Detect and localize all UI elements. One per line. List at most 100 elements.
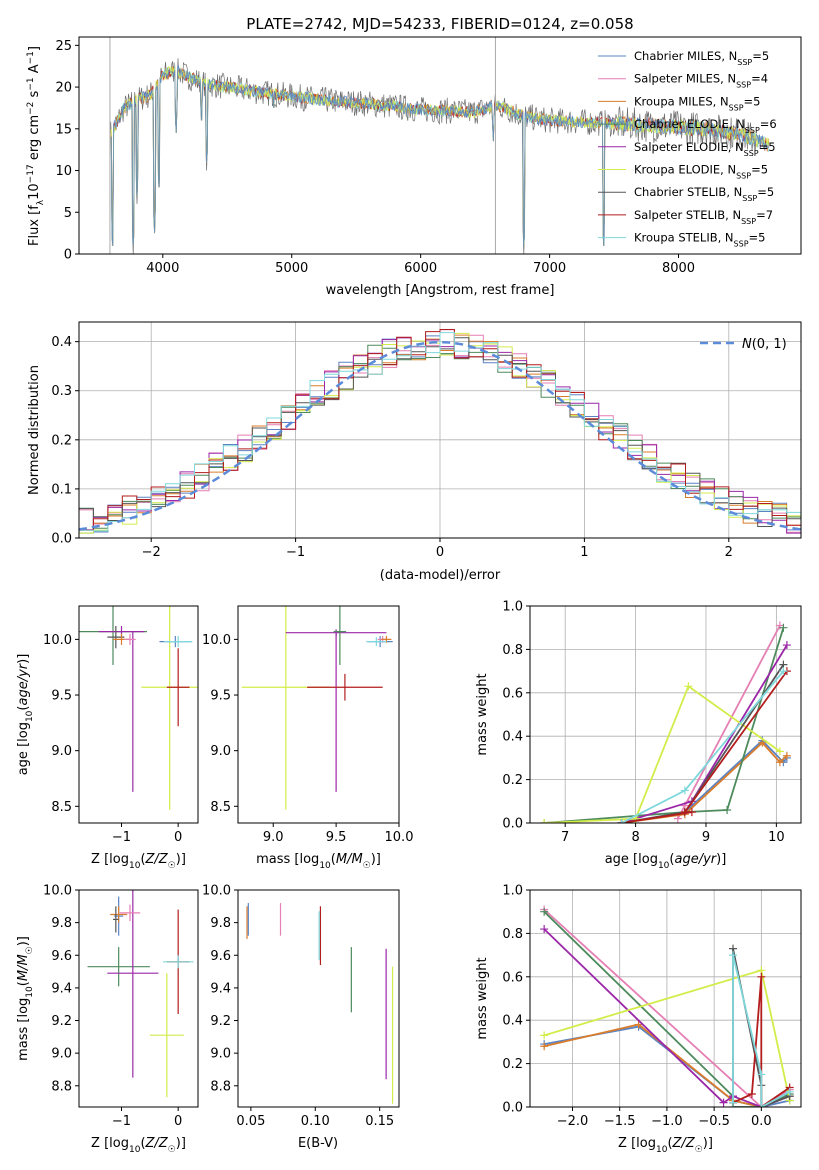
label-part: 10 bbox=[25, 986, 35, 998]
plot-area bbox=[87, 890, 194, 1098]
axis-ticks: −1 0 8.8 9.0 9.2 9.4 9.6 9.8 10.0 bbox=[43, 884, 182, 1130]
legend-count: =5 bbox=[759, 140, 776, 154]
y-tick-label: 9.0 bbox=[210, 744, 231, 759]
spectrum-panel: 4000 5000 6000 7000 8000 0 5 10 15 20 25 Chabrier M… bbox=[26, 36, 802, 298]
series-marker bbox=[680, 808, 689, 817]
axis-ticks: −2.0 −1.5 −1.0 −0.5 0.0 0.0 0.2 0.4 0.6 0.8 1.0 bbox=[502, 884, 771, 1130]
label-part: 10 bbox=[658, 861, 670, 871]
label-part: ☉ bbox=[695, 1145, 703, 1155]
label-part: age/yr bbox=[16, 662, 31, 705]
x-tick-label: −1 bbox=[112, 1114, 131, 1129]
axes-frame bbox=[78, 36, 802, 255]
label-part: Z [log bbox=[91, 852, 129, 867]
y-axis-label: mass weight bbox=[475, 673, 490, 755]
age-vs-metallicity-panel: −1 08.59.09.510.0Z [log10(Z/Z☉)]age [log1… bbox=[16, 605, 199, 871]
plot-area bbox=[79, 606, 198, 810]
legend-label: Chabrier MILES, NSSP=5 bbox=[634, 49, 769, 67]
legend-label: Salpeter MILES, NSSP=4 bbox=[634, 72, 768, 90]
series-marker bbox=[757, 1070, 766, 1079]
legend-count: =7 bbox=[756, 208, 773, 222]
x-axis-label: mass [log10(M/M☉)] bbox=[256, 852, 381, 871]
x-tick-label: 0 bbox=[174, 830, 182, 845]
y-tick-label: 8.5 bbox=[210, 800, 231, 815]
legend-label: Kroupa ELODIE, NSSP=5 bbox=[634, 163, 768, 181]
legend-subscript: SSP bbox=[745, 126, 760, 135]
plot-area bbox=[79, 322, 801, 538]
label-part: )] bbox=[16, 936, 31, 946]
label-part: A bbox=[27, 64, 42, 77]
y-tick-label: 9.6 bbox=[51, 949, 72, 964]
label-part: 10 bbox=[656, 1145, 668, 1155]
series-marker bbox=[540, 1042, 549, 1051]
label-part: 10 bbox=[129, 861, 141, 871]
y-tick-label: 10.0 bbox=[202, 633, 231, 648]
label-part: ( bbox=[669, 852, 674, 867]
legend-symbol: N bbox=[742, 337, 752, 352]
spectrum-line bbox=[110, 65, 770, 246]
x-tick-label: −1 bbox=[286, 545, 305, 560]
legend-count: =5 bbox=[751, 163, 768, 177]
axes-frame bbox=[529, 889, 802, 1108]
series-marker bbox=[782, 751, 791, 760]
axis-ticks: 4000 5000 6000 7000 8000 0 5 10 15 20 25 bbox=[55, 39, 695, 276]
label-part: ( bbox=[140, 1136, 145, 1151]
series-marker bbox=[617, 819, 626, 823]
label-part: age [log bbox=[16, 722, 31, 775]
plot-area bbox=[109, 37, 770, 254]
series-line bbox=[621, 670, 785, 823]
label-part: −2 bbox=[26, 102, 36, 115]
series-line bbox=[543, 908, 791, 1107]
series-marker bbox=[782, 641, 791, 650]
legend-label: Salpeter STELIB, NSSP=7 bbox=[634, 208, 773, 226]
label-part: ☉ bbox=[168, 1145, 176, 1155]
x-tick-label: −1.5 bbox=[604, 1114, 636, 1129]
axis-ticks: 0.05 0.10 0.15 8.8 9.0 9.2 9.4 9.6 9.8 10.0 bbox=[202, 884, 394, 1130]
y-tick-label: 0 bbox=[64, 248, 72, 263]
y-tick-label: 0.0 bbox=[502, 1101, 523, 1116]
x-tick-label: 1 bbox=[580, 545, 588, 560]
axes-frame bbox=[78, 889, 199, 1108]
x-tick-label: 6000 bbox=[404, 261, 437, 276]
y-tick-label: 0.4 bbox=[502, 1014, 523, 1029]
axes-frame bbox=[529, 605, 802, 824]
label-part: 10 bbox=[25, 710, 35, 722]
figure-title: PLATE=2742, MJD=54233, FIBERID=0124, z=0… bbox=[246, 15, 633, 33]
label-part: 10 bbox=[319, 861, 331, 871]
y-axis-label: Normed distribution bbox=[27, 365, 42, 495]
series-marker bbox=[719, 1098, 728, 1107]
y-tick-label: 8.5 bbox=[51, 800, 72, 815]
y-axis-label: mass weight bbox=[475, 957, 490, 1039]
x-tick-label: −0.5 bbox=[698, 1114, 730, 1129]
axes-frame bbox=[237, 605, 400, 824]
series-marker bbox=[540, 907, 549, 916]
x-tick-label: 0 bbox=[174, 1114, 182, 1129]
x-tick-label: −2 bbox=[142, 545, 161, 560]
spectrum-line bbox=[109, 58, 757, 254]
series-marker bbox=[540, 1031, 549, 1040]
legend-subscript: SSP bbox=[729, 103, 744, 112]
axis-ticks: 7 8 9 10 0.0 0.2 0.4 0.6 0.8 1.0 bbox=[502, 600, 784, 846]
y-tick-label: 9.6 bbox=[210, 949, 231, 964]
label-part: ☉ bbox=[25, 946, 35, 954]
legend-label: Salpeter ELODIE, NSSP=5 bbox=[634, 140, 776, 158]
y-tick-label: 8.8 bbox=[210, 1079, 231, 1094]
label-part: Z/Z bbox=[145, 852, 169, 867]
x-tick-label: −2.0 bbox=[557, 1114, 589, 1129]
series-marker bbox=[687, 808, 696, 817]
x-tick-label: 0.05 bbox=[236, 1114, 265, 1129]
y-tick-label: 9.0 bbox=[51, 744, 72, 759]
x-tick-label: 0.0 bbox=[751, 1114, 772, 1129]
residual-histogram-panel: −2 −1 0 1 2 0.0 0.1 0.2 0.3 0.4 N(0, 1) (data-model… bbox=[27, 321, 802, 583]
x-tick-label: 7 bbox=[561, 830, 569, 845]
label-part: −17 bbox=[26, 164, 36, 183]
y-tick-label: 0.2 bbox=[51, 433, 72, 448]
series-marker bbox=[758, 738, 767, 747]
label-part: Z/Z bbox=[672, 1136, 696, 1151]
y-tick-label: 0.6 bbox=[502, 686, 523, 701]
y-axis-label: Flux [fλ10−17 erg cm−2 s−1 A−1] bbox=[26, 46, 46, 246]
axes-frame bbox=[78, 321, 802, 539]
series-marker bbox=[747, 1089, 756, 1098]
legend-args: (0, 1) bbox=[752, 337, 787, 352]
x-tick-label: 8 bbox=[631, 830, 639, 845]
